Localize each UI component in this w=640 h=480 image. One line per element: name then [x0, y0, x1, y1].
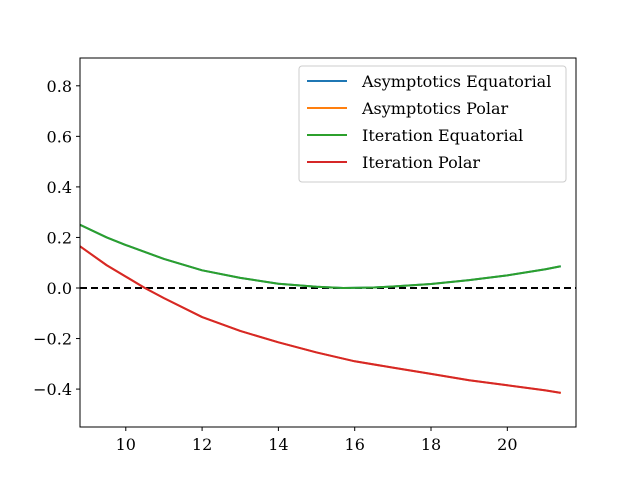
x-tick-label: 18 [421, 435, 441, 454]
y-tick-label: 0.4 [47, 178, 72, 197]
series-line-iteration-equatorial [80, 223, 561, 289]
legend-box [298, 65, 567, 183]
axes: 10 12 14 16 18 20 −0.4 −0.2 0.0 0.2 0.4 0.6 0.8 [33, 57, 577, 454]
y-tick-label: 0.0 [47, 279, 72, 298]
y-tick-label: 0.2 [47, 228, 72, 247]
legend-label: Asymptotics Equatorial [361, 72, 551, 91]
plot-area [80, 223, 576, 394]
legend-label: Iteration Equatorial [362, 126, 523, 145]
y-tick-label: 0.6 [47, 127, 72, 146]
y-tick-label: 0.8 [47, 77, 72, 96]
x-tick-label: 12 [192, 435, 212, 454]
legend: Asymptotics Equatorial Asymptotics Polar I… [298, 65, 567, 183]
x-tick-label: 10 [116, 435, 136, 454]
series-line-iteration-polar [80, 245, 561, 394]
x-tick-label: 16 [345, 435, 365, 454]
x-tick-label: 14 [268, 435, 288, 454]
legend-label: Iteration Polar [362, 153, 480, 172]
x-tick-label: 20 [497, 435, 517, 454]
y-tick-label: −0.4 [33, 380, 72, 399]
y-tick-label: −0.2 [33, 330, 72, 349]
legend-label: Asymptotics Polar [361, 99, 508, 118]
axes-frame [79, 57, 577, 428]
